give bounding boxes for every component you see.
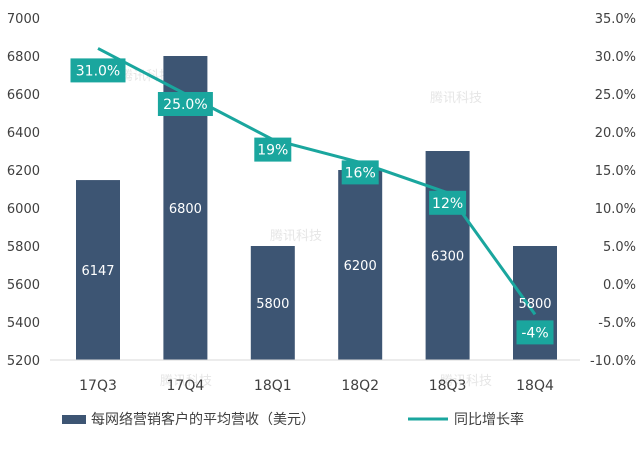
y-right-tick-label: 20.0% — [595, 126, 636, 141]
line-labels: 31.0% 25.0% 19% 16% 12% -4% — [70, 58, 554, 345]
x-tick-label: 18Q4 — [516, 378, 554, 394]
line-label-box — [157, 92, 213, 116]
line-label-box — [70, 58, 126, 83]
bar — [250, 246, 295, 360]
watermark-text: 腾讯科技 — [160, 373, 212, 389]
line-label-box — [516, 320, 554, 345]
line-label-box — [429, 190, 467, 215]
x-tick-label: 17Q3 — [79, 378, 117, 394]
y-right-tick-label: 0.0% — [603, 278, 636, 293]
watermark-text: 腾讯科技 — [440, 373, 492, 389]
line-label-text: 16% — [345, 165, 376, 181]
bar-labels: 6147 6800 5800 6200 6300 5800 — [81, 202, 551, 312]
bar-value-label: 5800 — [518, 297, 551, 312]
y-left-tick-label: 6600 — [7, 88, 40, 103]
left-axis: 5200 5400 5600 5800 6000 6200 6400 6600 6800 7000 — [7, 12, 40, 369]
line-value-label: 19% — [254, 137, 292, 162]
y-left-tick-label: 5800 — [7, 240, 40, 255]
y-left-tick-label: 5400 — [7, 316, 40, 331]
y-left-tick-label: 6000 — [7, 202, 40, 217]
line-label-text: -4% — [521, 325, 548, 341]
right-axis: -10.0% -5.0% 0.0% 5.0% 10.0% 15.0% 20.0% 25.0% 3… — [590, 12, 636, 369]
x-tick-label: 17Q4 — [167, 378, 205, 394]
y-right-tick-label: 10.0% — [595, 202, 636, 217]
bar-value-label: 6147 — [81, 264, 114, 279]
y-right-tick-label: 35.0% — [595, 12, 636, 27]
y-right-tick-label: 25.0% — [595, 88, 636, 103]
bar-value-label: 6800 — [169, 202, 202, 217]
y-left-tick-label: 5200 — [7, 354, 40, 369]
bar-value-label: 6300 — [431, 250, 464, 265]
watermark-text: 腾讯科技 — [430, 90, 482, 106]
y-right-tick-label: 5.0% — [603, 240, 636, 255]
line-label-text: 12% — [432, 196, 463, 212]
line-value-label: -4% — [516, 320, 554, 345]
line-value-label: 16% — [341, 160, 379, 185]
y-left-tick-label: 6400 — [7, 126, 40, 141]
legend-bar-swatch — [62, 415, 86, 424]
line-label-box — [254, 137, 292, 162]
line-label-box — [341, 160, 379, 185]
y-right-tick-label: 30.0% — [595, 50, 636, 65]
line-label-text: 19% — [257, 143, 288, 159]
y-left-tick-label: 7000 — [7, 12, 40, 27]
watermark-text: 腾讯科技 — [270, 228, 322, 244]
bar-value-label: 5800 — [256, 297, 289, 312]
bar — [338, 170, 383, 360]
line-label-text: 31.0% — [76, 63, 120, 79]
y-right-tick-label: -5.0% — [598, 316, 636, 331]
x-tick-label: 18Q1 — [254, 378, 292, 394]
bar-series — [76, 56, 557, 360]
legend-bar-label: 每网络营销客户的平均营收（美元） — [91, 411, 315, 428]
x-axis: 17Q3 17Q4 18Q1 18Q2 18Q3 18Q4 — [50, 359, 580, 394]
line-value-label: 12% — [429, 190, 467, 215]
legend-line-label: 同比增长率 — [454, 411, 524, 428]
line-label-text: 25.0% — [163, 97, 207, 113]
y-right-tick-label: -10.0% — [590, 354, 636, 369]
bar — [76, 180, 120, 360]
x-tick-label: 18Q3 — [429, 378, 467, 394]
y-left-tick-label: 5600 — [7, 278, 40, 293]
y-left-tick-label: 6200 — [7, 164, 40, 179]
y-left-tick-label: 6800 — [7, 50, 40, 65]
line-value-label: 25.0% — [157, 92, 213, 116]
x-tick-label: 18Q2 — [341, 378, 379, 394]
line-value-label: 31.0% — [70, 58, 126, 83]
y-right-tick-label: 15.0% — [595, 164, 636, 179]
bar — [425, 151, 470, 360]
bar-value-label: 6200 — [344, 259, 377, 274]
legend: 每网络营销客户的平均营收（美元） 同比增长率 — [62, 411, 524, 428]
